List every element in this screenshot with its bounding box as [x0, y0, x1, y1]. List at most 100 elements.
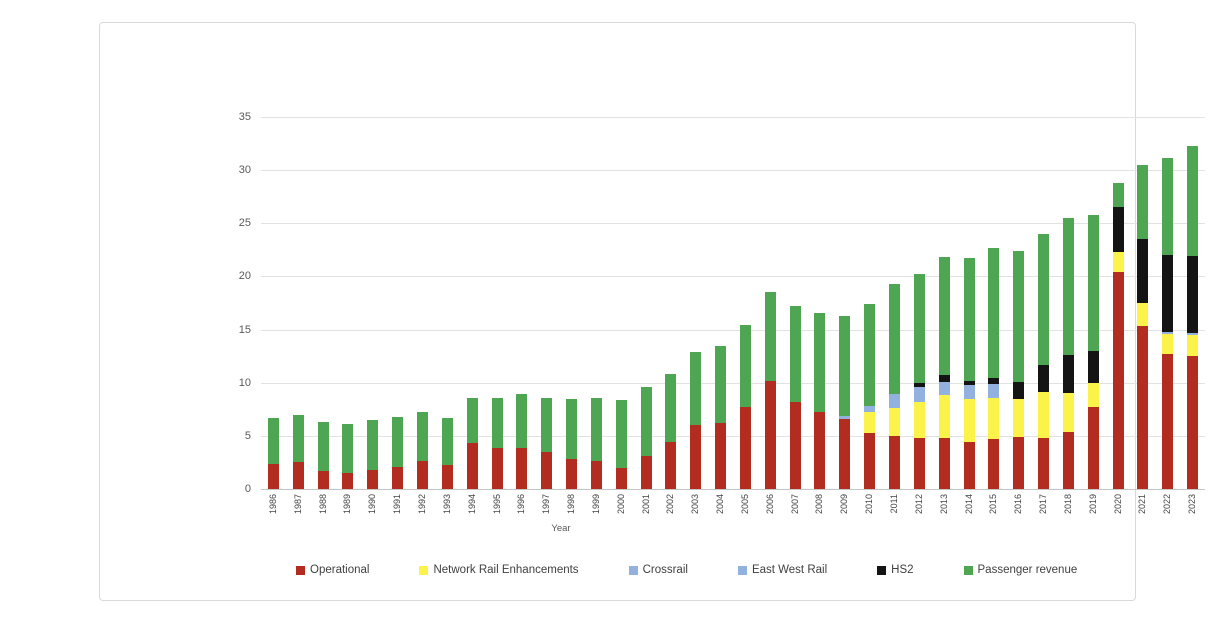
segment-operational-1996 — [516, 447, 528, 489]
y-tick-label-35: 35 — [238, 111, 251, 123]
x-tick-label-2019: 2019 — [1087, 494, 1098, 515]
x-tick-label-2011: 2011 — [889, 494, 900, 514]
gridline-35 — [261, 117, 1205, 118]
segment-crossrail-2012 — [913, 386, 925, 402]
x-axis-title: Year — [551, 523, 571, 534]
segment-passenger-revenue-2001 — [640, 386, 652, 457]
x-tick-cell-2014: 2014 — [957, 494, 982, 524]
segment-hs2-2020 — [1112, 207, 1124, 252]
bar-2022 — [1162, 117, 1174, 489]
x-tick-cell-2022: 2022 — [1155, 494, 1180, 524]
segment-passenger-revenue-2018 — [1062, 218, 1074, 356]
segment-operational-1998 — [566, 459, 578, 489]
segment-passenger-revenue-2014 — [963, 258, 975, 381]
segment-operational-1992 — [416, 461, 428, 489]
bar-column-1988 — [311, 117, 336, 489]
legend-item-east-west-rail: East West Rail — [737, 564, 827, 576]
segment-east-west-rail-2023 — [1187, 332, 1199, 335]
bar-column-2019 — [1081, 117, 1106, 489]
legend-swatch-network-rail-enhancements — [419, 565, 429, 575]
legend-item-hs2: HS2 — [877, 564, 914, 576]
y-tick-label-15: 15 — [238, 323, 251, 336]
bar-column-1996 — [509, 117, 534, 489]
bar-2003 — [690, 117, 702, 489]
x-tick-label-2000: 2000 — [615, 494, 626, 515]
bar-2006 — [764, 117, 776, 489]
segment-hs2-2022 — [1162, 255, 1174, 332]
x-tick-label-1998: 1998 — [566, 494, 577, 515]
segment-operational-1988 — [317, 470, 329, 489]
x-tick-label-2022: 2022 — [1162, 494, 1173, 515]
x-tick-label-2006: 2006 — [764, 494, 775, 515]
x-tick-label-2018: 2018 — [1062, 494, 1073, 515]
segment-passenger-revenue-2015 — [988, 247, 1000, 379]
bar-column-2001 — [634, 117, 659, 489]
segment-passenger-revenue-2002 — [665, 374, 677, 443]
legend-swatch-hs2 — [877, 565, 887, 575]
x-tick-cell-2002: 2002 — [659, 494, 684, 524]
bar-1992 — [416, 117, 428, 489]
segment-network-rail-enhancements-2019 — [1087, 382, 1099, 408]
bar-2011 — [889, 117, 901, 489]
segment-passenger-revenue-2004 — [715, 345, 727, 424]
segment-operational-2011 — [889, 435, 901, 489]
bar-column-2008 — [808, 117, 833, 489]
x-tick-label-2002: 2002 — [665, 494, 676, 515]
bar-2008 — [814, 117, 826, 489]
segment-hs2-2021 — [1137, 239, 1149, 304]
segment-operational-2009 — [839, 418, 851, 489]
x-tick-label-2016: 2016 — [1013, 494, 1024, 515]
chart-card: 0 5 10 15 20 25 30 35 1986 1987 1988 1989 1990 1991 1… — [99, 22, 1205, 601]
bar-column-2018 — [1056, 117, 1081, 489]
x-tick-label-2020: 2020 — [1112, 494, 1123, 515]
bar-column-1993 — [435, 117, 460, 489]
legend-label-passenger-revenue: Passenger revenue — [977, 564, 1078, 576]
segment-operational-2002 — [665, 442, 677, 489]
x-tick-label-2023: 2023 — [1187, 494, 1198, 515]
segment-operational-1991 — [392, 466, 404, 489]
x-tick-cell-2004: 2004 — [708, 494, 733, 524]
segment-network-rail-enhancements-2010 — [864, 412, 876, 433]
segment-passenger-revenue-2021 — [1137, 164, 1149, 240]
x-tick-cell-2018: 2018 — [1056, 494, 1081, 524]
segment-passenger-revenue-1998 — [566, 398, 578, 460]
segment-passenger-revenue-2022 — [1162, 158, 1174, 256]
segment-network-rail-enhancements-2012 — [913, 401, 925, 438]
x-tick-label-1993: 1993 — [441, 494, 452, 515]
bar-2014 — [963, 117, 975, 489]
x-tick-label-1999: 1999 — [590, 494, 601, 515]
bar-2020 — [1112, 117, 1124, 489]
bar-2019 — [1087, 117, 1099, 489]
legend: Operational Network Rail Enhancements Cros… — [296, 560, 1156, 580]
x-tick-cell-2007: 2007 — [783, 494, 808, 524]
x-tick-cell-1995: 1995 — [485, 494, 510, 524]
x-tick-cell-1997: 1997 — [534, 494, 559, 524]
segment-network-rail-enhancements-2011 — [889, 408, 901, 436]
segment-passenger-revenue-1997 — [541, 397, 553, 452]
bar-1990 — [367, 117, 379, 489]
x-tick-label-1990: 1990 — [367, 494, 378, 515]
y-tick-label-30: 30 — [238, 164, 251, 177]
segment-network-rail-enhancements-2018 — [1062, 393, 1074, 432]
segment-network-rail-enhancements-2020 — [1112, 252, 1124, 273]
x-tick-cell-1999: 1999 — [584, 494, 609, 524]
x-tick-cell-2000: 2000 — [609, 494, 634, 524]
bar-column-2016 — [1006, 117, 1031, 489]
segment-operational-2010 — [864, 432, 876, 489]
bar-column-2020 — [1106, 117, 1131, 489]
segment-passenger-revenue-2008 — [814, 312, 826, 413]
segment-hs2-2019 — [1087, 350, 1099, 383]
segment-hs2-2014 — [963, 380, 975, 385]
x-tick-cell-1990: 1990 — [360, 494, 385, 524]
x-tick-cell-2016: 2016 — [1006, 494, 1031, 524]
x-tick-cell-1988: 1988 — [311, 494, 336, 524]
segment-operational-1993 — [441, 464, 453, 489]
bar-2002 — [665, 117, 677, 489]
legend-swatch-operational — [296, 565, 305, 575]
bar-column-2000 — [609, 117, 634, 489]
legend-label-crossrail: Crossrail — [642, 564, 688, 576]
bar-2018 — [1062, 117, 1074, 489]
legend-swatch-crossrail — [628, 565, 638, 575]
segment-passenger-revenue-2012 — [913, 274, 925, 383]
bar-2004 — [715, 117, 727, 489]
